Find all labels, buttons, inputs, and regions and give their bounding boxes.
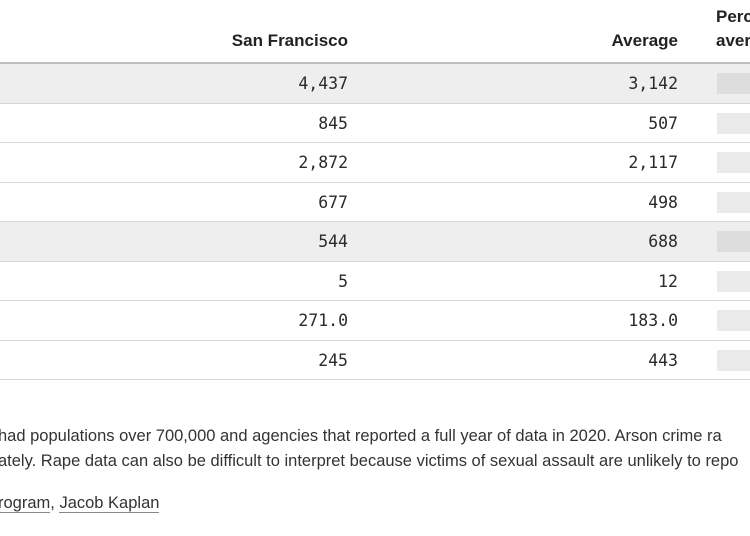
cell-san-francisco-value: 4,437	[298, 74, 348, 93]
table-header: San Francisco Average Perc aver	[0, 0, 750, 62]
column-header-percent-line-1: Perc	[716, 7, 750, 26]
cell-average-value: 688	[648, 232, 678, 251]
table-row: 2,872 2,117	[0, 143, 750, 183]
cell-average-value: 443	[648, 350, 678, 370]
cell-san-francisco-value: 245	[318, 350, 348, 370]
percent-of-average-bar	[717, 191, 750, 213]
cell-average-value: 498	[648, 192, 678, 212]
percent-of-average-bar	[717, 152, 750, 173]
cell-average-value: 12	[658, 271, 678, 291]
cell-average-value: 3,142	[628, 74, 678, 93]
cell-san-francisco-value: 5	[338, 271, 348, 291]
source-separator: ,	[50, 494, 60, 512]
percent-of-average-bar	[717, 310, 750, 331]
table-row: 271.0 183.0	[0, 301, 750, 341]
table-row: 5 12	[0, 262, 750, 301]
table-row: 4,437 3,142	[0, 64, 750, 104]
source-credits: rogram, Jacob Kaplan	[0, 494, 160, 513]
source-link-jacob-kaplan[interactable]: Jacob Kaplan	[59, 494, 160, 513]
percent-of-average-bar	[717, 73, 750, 94]
cell-san-francisco-value: 544	[318, 232, 348, 251]
column-header-average: Average	[611, 31, 678, 50]
cell-average-value: 183.0	[628, 311, 678, 330]
header-divider	[0, 62, 750, 64]
table-body: 4,437 3,142 845 507 2,872 2,117 677 498 544 688 5 1…	[0, 64, 750, 380]
cell-average-value: 2,117	[628, 153, 678, 172]
column-header-percent-of-average: Perc aver	[716, 5, 750, 53]
footnote-line-1: had populations over 700,000 and agencie…	[0, 427, 722, 445]
table-row: 677 498	[0, 183, 750, 222]
cell-san-francisco-value: 271.0	[298, 311, 348, 330]
footnote-line-2: ately. Rape data can also be difficult t…	[0, 452, 739, 470]
percent-of-average-bar	[717, 270, 750, 292]
source-link-program[interactable]: rogram	[0, 494, 51, 513]
cell-average-value: 507	[648, 113, 678, 133]
cell-san-francisco-value: 677	[318, 192, 348, 212]
percent-of-average-bar	[717, 112, 750, 134]
column-header-san-francisco: San Francisco	[231, 31, 348, 50]
table-row: 544 688	[0, 222, 750, 262]
percent-of-average-bar	[717, 349, 750, 371]
cell-san-francisco-value: 2,872	[298, 153, 348, 172]
table-row: 845 507	[0, 104, 750, 143]
percent-of-average-bar	[717, 231, 750, 252]
column-header-percent-line-2: aver	[716, 31, 750, 50]
table-footnote: had populations over 700,000 and agencie…	[0, 424, 750, 474]
table-row: 245 443	[0, 341, 750, 380]
cell-san-francisco-value: 845	[318, 113, 348, 133]
